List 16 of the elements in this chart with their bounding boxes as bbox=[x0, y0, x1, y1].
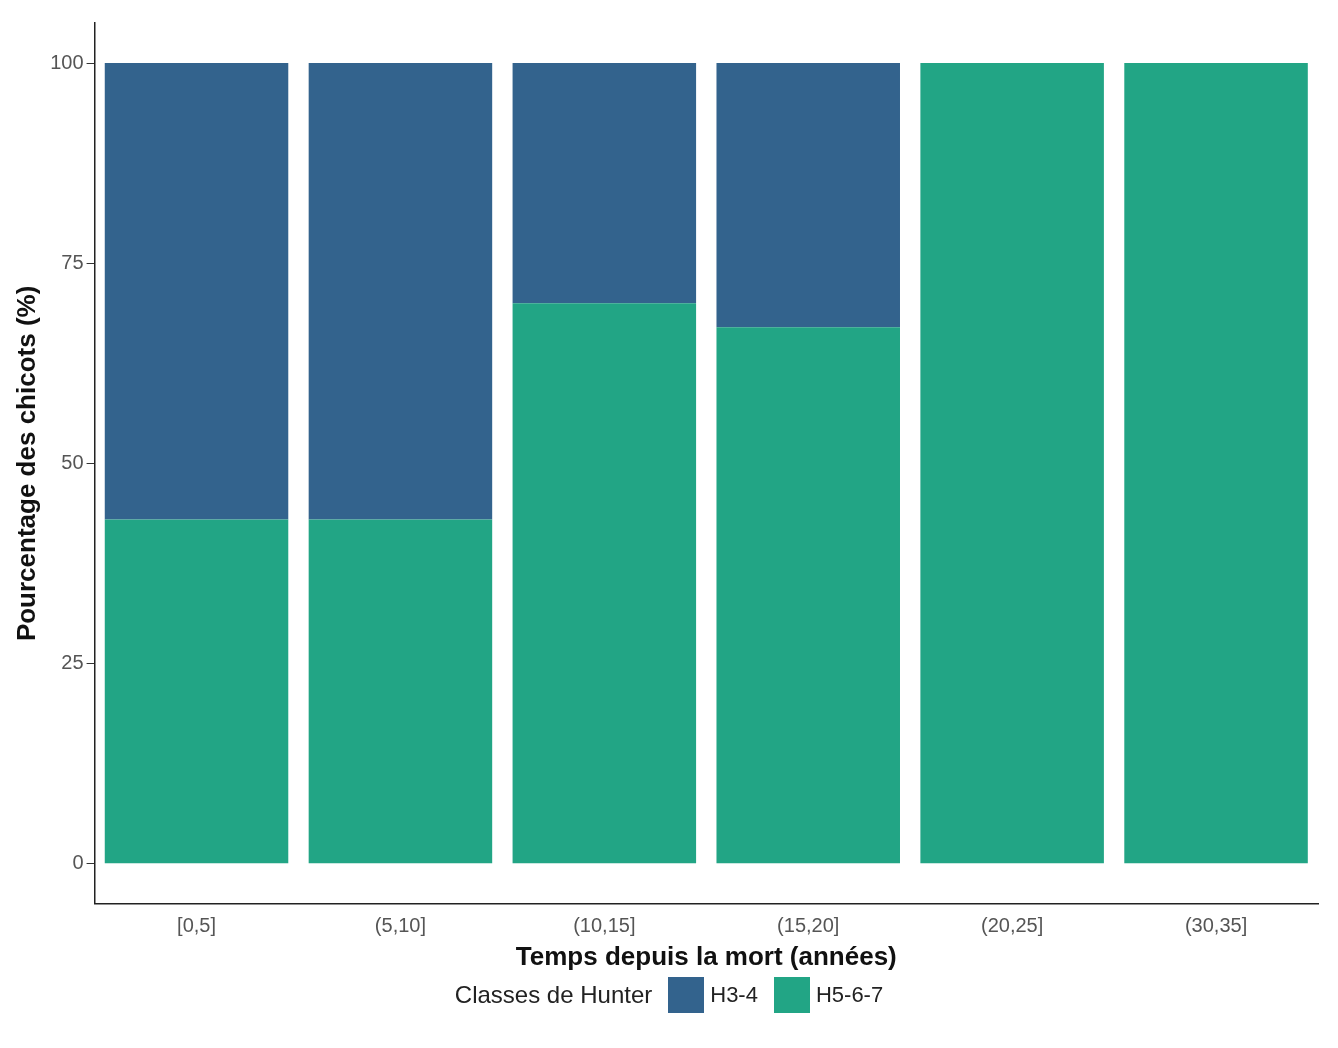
x-axis-title: Temps depuis la mort (années) bbox=[515, 940, 897, 971]
x-tick-label: (5,10] bbox=[374, 914, 426, 937]
y-tick-label: 100 bbox=[50, 50, 84, 73]
y-tick-label: 50 bbox=[61, 450, 84, 473]
x-tick-label: (20,25] bbox=[981, 914, 1044, 937]
x-tick-label: (30,35] bbox=[1184, 914, 1248, 937]
y-tick-label: 0 bbox=[72, 851, 84, 874]
y-tick-label: 25 bbox=[61, 651, 84, 674]
x-tick-label: (10,15] bbox=[573, 914, 636, 937]
legend-label: H5-6-7 bbox=[815, 982, 884, 1008]
x-tick-label: (15,20] bbox=[777, 914, 840, 937]
legend-label: H3-4 bbox=[710, 982, 758, 1008]
y-axis-title: Pourcentage des chicots (%) bbox=[10, 285, 41, 642]
y-tick-label: 75 bbox=[61, 250, 84, 273]
legend-title: Classes de Hunter bbox=[454, 981, 653, 1009]
x-tick-label: [0,5] bbox=[177, 914, 216, 937]
